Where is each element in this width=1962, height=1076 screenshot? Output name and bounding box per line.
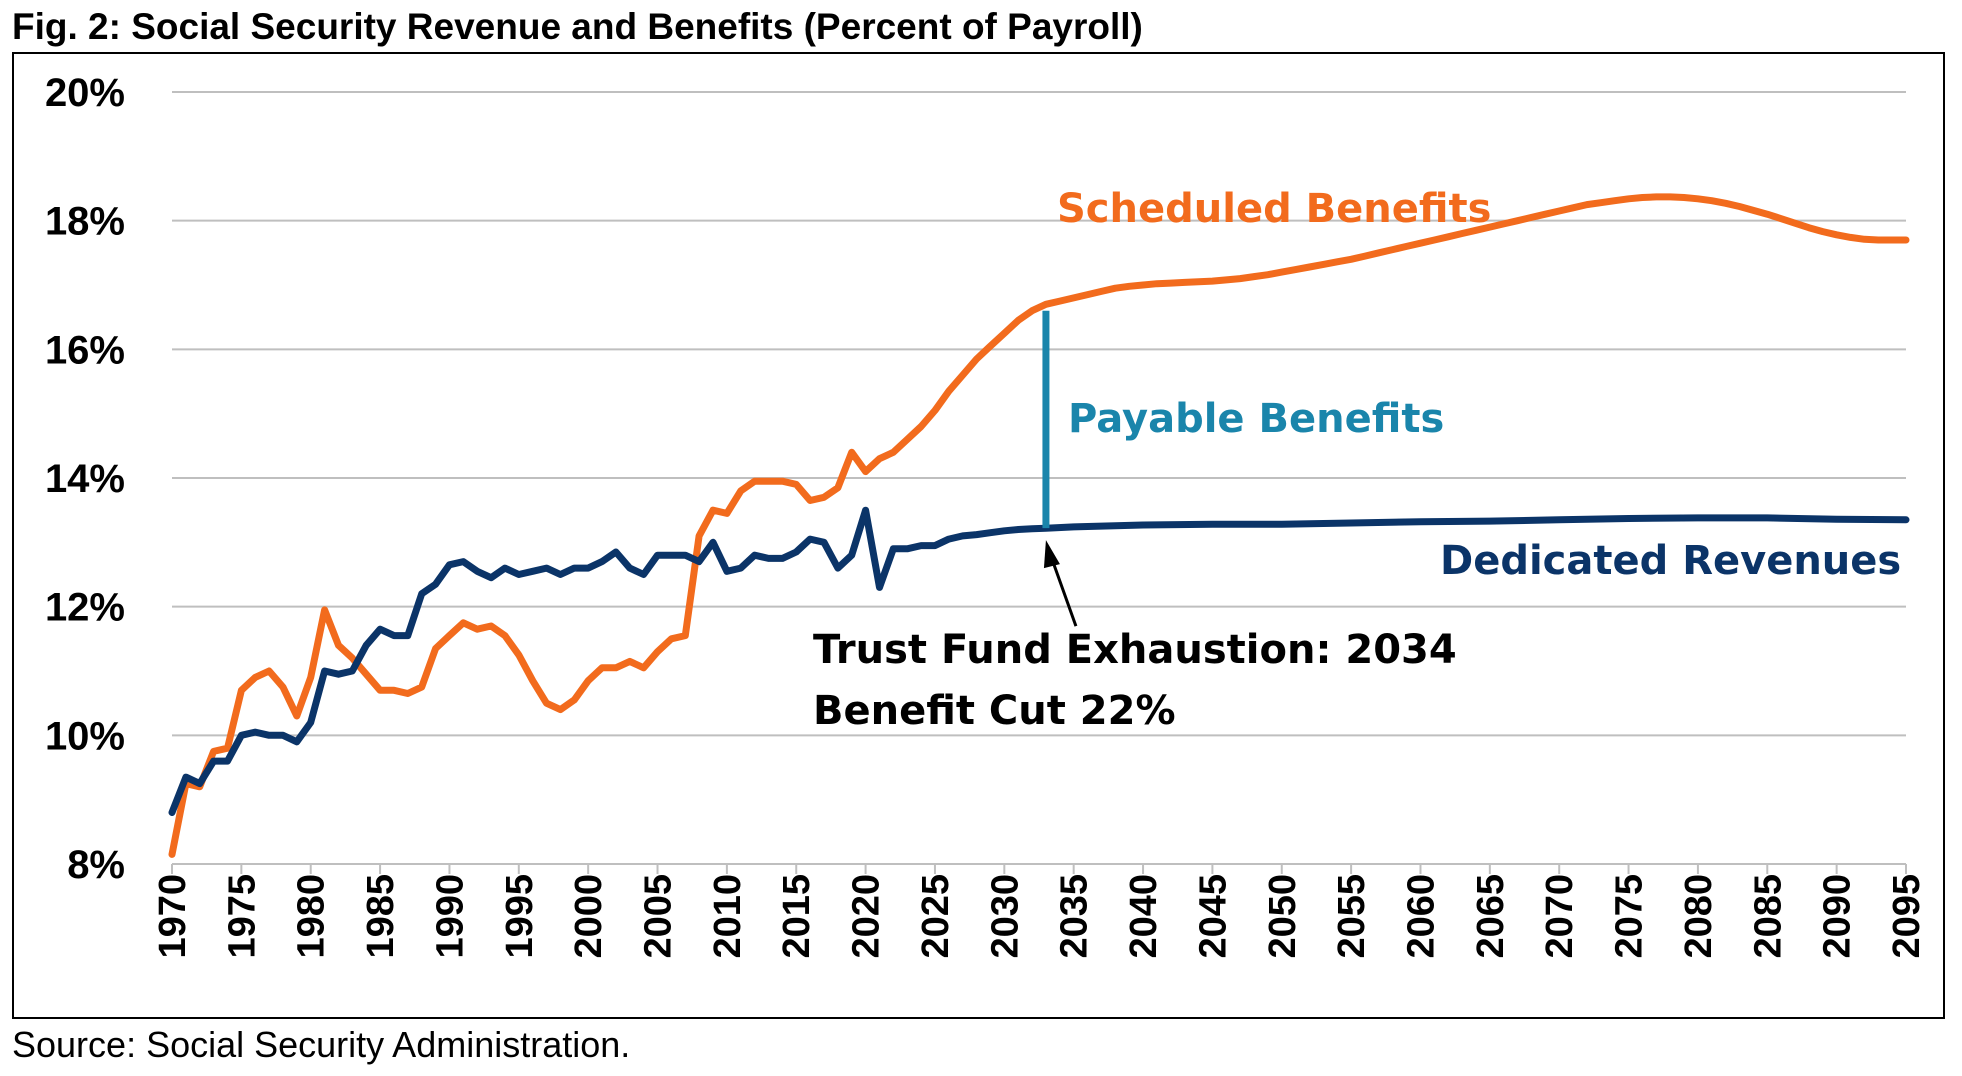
- exhaustion-arrow: [1043, 540, 1078, 627]
- x-tick-label: 2075: [1609, 874, 1651, 959]
- series-lines: [168, 193, 1910, 858]
- label-benefit-cut: Benefit Cut 22%: [813, 688, 1176, 734]
- x-tick-label: 2015: [776, 874, 818, 959]
- x-tick-label: 1990: [429, 874, 471, 959]
- x-tick-label: 2010: [707, 874, 749, 959]
- label-dedicated-revenues: Dedicated Revenues: [1440, 538, 1901, 584]
- x-tick-label: 1980: [291, 874, 333, 959]
- x-tick-label: 2005: [638, 874, 680, 959]
- x-tick-label: 1995: [499, 874, 541, 959]
- y-tick-label: 10%: [45, 714, 125, 758]
- x-tick-label: 2070: [1539, 874, 1581, 959]
- x-tick-label: 2040: [1123, 874, 1165, 959]
- series-line-dedicated-revenues: [168, 506, 1910, 816]
- figure-title: Fig. 2: Social Security Revenue and Bene…: [12, 6, 1143, 47]
- x-tick-label: 2090: [1817, 874, 1859, 959]
- x-tick-label: 1970: [152, 874, 194, 959]
- x-tick-label: 2035: [1054, 874, 1096, 959]
- gridlines: [172, 91, 1906, 737]
- x-tick-label: 2020: [846, 874, 888, 959]
- x-tick-label: 2060: [1400, 874, 1442, 959]
- y-tick-label: 8%: [67, 843, 125, 887]
- arrow-shaft: [1049, 555, 1078, 627]
- chart-frame: [12, 52, 1945, 1019]
- series-line-scheduled-benefits: [168, 193, 1910, 858]
- x-tick-label: 2095: [1886, 874, 1928, 959]
- x-tick-label: 1985: [360, 874, 402, 959]
- x-tick-label: 2055: [1331, 874, 1373, 959]
- x-tick-label: 2085: [1747, 874, 1789, 959]
- label-trust-fund-exhaustion: Trust Fund Exhaustion: 2034: [813, 627, 1457, 673]
- y-tick-label: 18%: [45, 200, 125, 244]
- x-tick-label: 2030: [984, 874, 1026, 959]
- x-tick-label: 2000: [568, 874, 610, 959]
- y-tick-label: 16%: [45, 328, 125, 372]
- y-tick-label: 14%: [45, 457, 125, 501]
- x-tick-label: 2080: [1678, 874, 1720, 959]
- x-tick-label: 2025: [915, 874, 957, 959]
- x-tick-label: 2045: [1192, 874, 1234, 959]
- x-tick-label: 2065: [1470, 874, 1512, 959]
- x-axis-ticks: 1970 1975 1980 1985 1990 1995 2000 2005 2010 2015…: [152, 864, 1928, 959]
- y-tick-label: 12%: [45, 586, 125, 630]
- label-scheduled-benefits: Scheduled Benefits: [1057, 186, 1491, 232]
- arrow-head: [1043, 540, 1060, 569]
- y-tick-label: 20%: [45, 71, 125, 115]
- y-axis-ticks: 8% 10% 12% 14% 16% 18% 20%: [45, 71, 125, 887]
- source-note: Source: Social Security Administration.: [12, 1024, 631, 1065]
- label-payable-benefits: Payable Benefits: [1068, 396, 1444, 442]
- x-tick-label: 1975: [221, 874, 263, 959]
- x-tick-label: 2050: [1262, 874, 1304, 959]
